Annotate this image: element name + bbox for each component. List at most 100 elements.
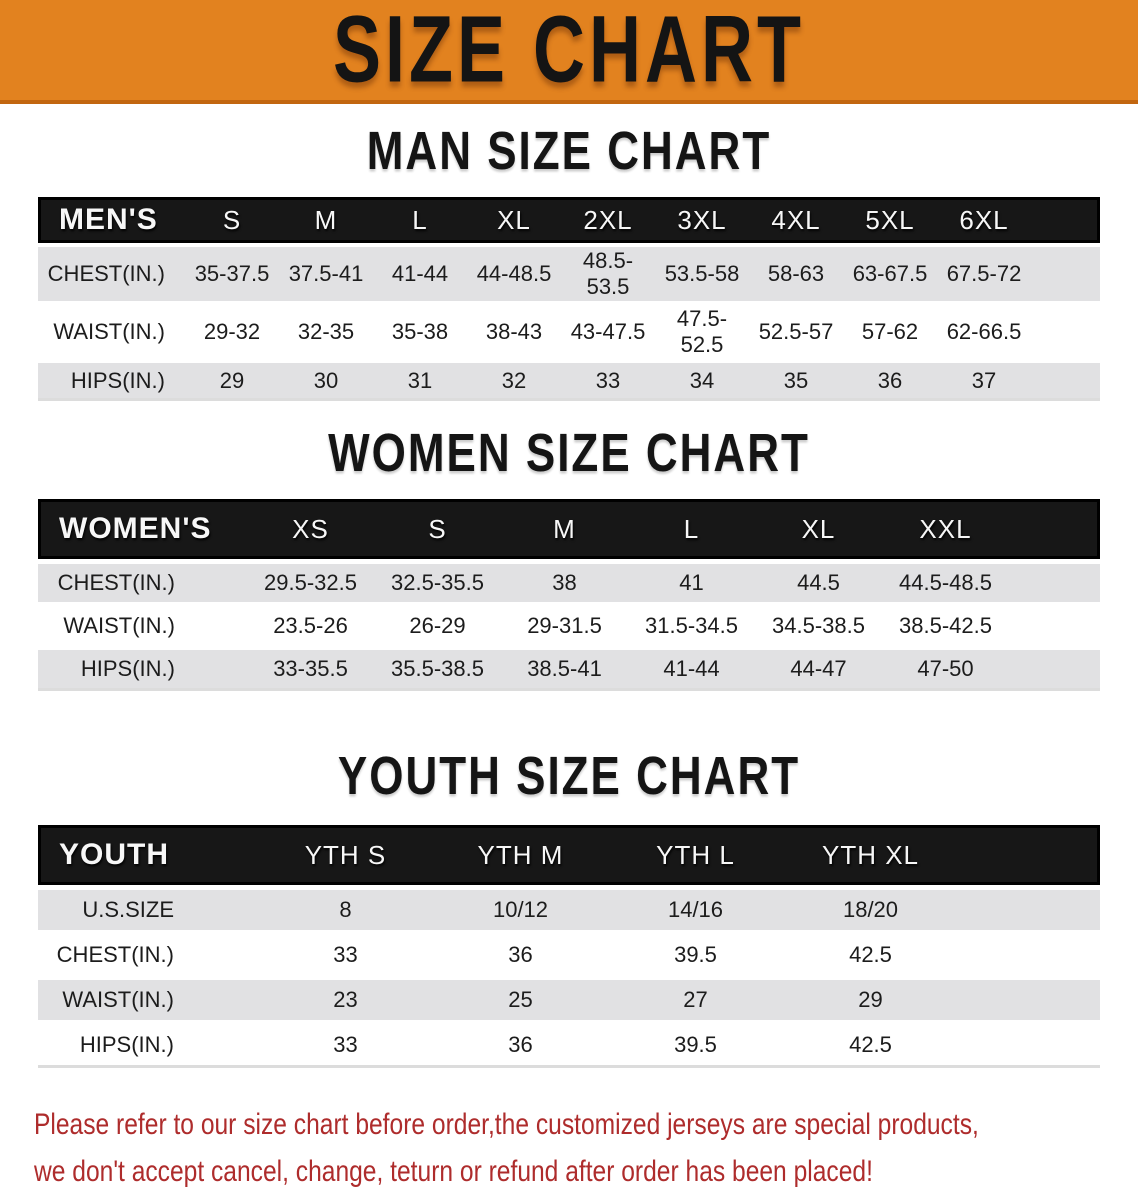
- row-label: U.S.SIZE: [38, 890, 258, 930]
- cell: 34.5-38.5: [755, 607, 882, 645]
- cell: 43-47.5: [561, 305, 655, 359]
- cell: 35: [749, 363, 843, 401]
- cell: 26-29: [374, 607, 501, 645]
- cell: 23.5-26: [247, 607, 374, 645]
- cell: 29-32: [185, 305, 279, 359]
- column-header: YTH L: [608, 825, 783, 885]
- cell: 35-38: [373, 305, 467, 359]
- cell: 35.5-38.5: [374, 650, 501, 691]
- youth-size-chart-heading-text: YOUTH SIZE CHART: [337, 746, 801, 807]
- cell: 14/16: [608, 890, 783, 930]
- womens-header-row: WOMEN'S XS S M L XL XXL: [38, 499, 1100, 559]
- column-header: 5XL: [843, 197, 937, 243]
- row-label: CHEST(IN.): [38, 247, 185, 301]
- cell: 44.5: [755, 564, 882, 602]
- spacer-cell: [958, 980, 1100, 1020]
- mens-header-row: MEN'S S M L XL 2XL 3XL 4XL 5XL 6XL: [38, 197, 1100, 243]
- column-header: M: [501, 499, 628, 559]
- cell: 29: [185, 363, 279, 401]
- cell: 57-62: [843, 305, 937, 359]
- table-row: CHEST(IN.) 35-37.5 37.5-41 41-44 44-48.5 48.5…: [38, 247, 1100, 301]
- cell: 41-44: [373, 247, 467, 301]
- cell: 37.5-41: [279, 247, 373, 301]
- spacer-cell: [1009, 650, 1100, 691]
- row-label: CHEST(IN.): [38, 564, 247, 602]
- cell: 58-63: [749, 247, 843, 301]
- cell: 32.5-35.5: [374, 564, 501, 602]
- row-label: WAIST(IN.): [38, 305, 185, 359]
- cell: 32: [467, 363, 561, 401]
- cell: 41-44: [628, 650, 755, 691]
- table-row: HIPS(IN.) 29 30 31 32 33 34 35 36 37: [38, 363, 1100, 401]
- cell: 36: [843, 363, 937, 401]
- table-row: WAIST(IN.) 23.5-26 26-29 29-31.5 31.5-34.5 34…: [38, 607, 1100, 645]
- cell: 29.5-32.5: [247, 564, 374, 602]
- cell: 38: [501, 564, 628, 602]
- column-header: M: [279, 197, 373, 243]
- cell: 44-47: [755, 650, 882, 691]
- cell: 47-50: [882, 650, 1009, 691]
- column-header: 6XL: [937, 197, 1031, 243]
- size-chart-banner: SIZE CHART: [0, 0, 1138, 104]
- column-header: XL: [755, 499, 882, 559]
- youth-header-row: YOUTH YTH S YTH M YTH L YTH XL: [38, 825, 1100, 885]
- column-header: YTH M: [433, 825, 608, 885]
- cell: 38.5-41: [501, 650, 628, 691]
- cell: 41: [628, 564, 755, 602]
- spacer-cell: [1031, 305, 1100, 359]
- cell: 33: [561, 363, 655, 401]
- cell: 38-43: [467, 305, 561, 359]
- cell: 35-37.5: [185, 247, 279, 301]
- spacer-cell: [1009, 499, 1100, 559]
- cell: 44.5-48.5: [882, 564, 1009, 602]
- cell: 52.5-57: [749, 305, 843, 359]
- cell: 34: [655, 363, 749, 401]
- cell: 29-31.5: [501, 607, 628, 645]
- table-row: WAIST(IN.) 23 25 27 29: [38, 980, 1100, 1020]
- cell: 33-35.5: [247, 650, 374, 691]
- disclaimer-line-1: Please refer to our size chart before or…: [34, 1108, 979, 1141]
- spacer-cell: [1031, 197, 1100, 243]
- spacer-cell: [1009, 564, 1100, 602]
- mens-size-table: MEN'S S M L XL 2XL 3XL 4XL 5XL 6XL CHEST(IN.) 35-3…: [38, 193, 1100, 405]
- spacer-cell: [958, 1025, 1100, 1068]
- spacer-cell: [1009, 607, 1100, 645]
- row-label: WAIST(IN.): [38, 980, 258, 1020]
- cell: 63-67.5: [843, 247, 937, 301]
- youth-size-chart-heading: YOUTH SIZE CHART: [0, 747, 1138, 807]
- table-row: HIPS(IN.) 33-35.5 35.5-38.5 38.5-41 41-44 44-…: [38, 650, 1100, 691]
- cell: 47.5-52.5: [655, 305, 749, 359]
- cell: 62-66.5: [937, 305, 1031, 359]
- spacer-cell: [958, 825, 1100, 885]
- cell: 23: [258, 980, 433, 1020]
- table-row: CHEST(IN.) 33 36 39.5 42.5: [38, 935, 1100, 975]
- cell: 29: [783, 980, 958, 1020]
- cell: 18/20: [783, 890, 958, 930]
- row-label: CHEST(IN.): [38, 935, 258, 975]
- row-label: HIPS(IN.): [38, 650, 247, 691]
- row-label: HIPS(IN.): [38, 1025, 258, 1068]
- table-row: CHEST(IN.) 29.5-32.5 32.5-35.5 38 41 44.5 44.5…: [38, 564, 1100, 602]
- spacer-cell: [958, 890, 1100, 930]
- row-label: HIPS(IN.): [38, 363, 185, 401]
- column-header: YTH XL: [783, 825, 958, 885]
- table-row: HIPS(IN.) 33 36 39.5 42.5: [38, 1025, 1100, 1068]
- womens-size-table: WOMEN'S XS S M L XL XXL CHEST(IN.) 29.5-32.5 32.…: [38, 494, 1100, 696]
- column-header: S: [374, 499, 501, 559]
- cell: 30: [279, 363, 373, 401]
- cell: 33: [258, 935, 433, 975]
- cell: 44-48.5: [467, 247, 561, 301]
- cell: 25: [433, 980, 608, 1020]
- cell: 10/12: [433, 890, 608, 930]
- cell: 67.5-72: [937, 247, 1031, 301]
- cell: 31: [373, 363, 467, 401]
- cell: 48.5-53.5: [561, 247, 655, 301]
- cell: 39.5: [608, 935, 783, 975]
- column-header: XL: [467, 197, 561, 243]
- disclaimer: Please refer to our size chart before or…: [34, 1101, 1138, 1195]
- cell: 33: [258, 1025, 433, 1068]
- disclaimer-line-2: we don't accept cancel, change, teturn o…: [34, 1155, 873, 1188]
- women-size-chart-heading-text: WOMEN SIZE CHART: [328, 423, 810, 484]
- column-header: 3XL: [655, 197, 749, 243]
- cell: 39.5: [608, 1025, 783, 1068]
